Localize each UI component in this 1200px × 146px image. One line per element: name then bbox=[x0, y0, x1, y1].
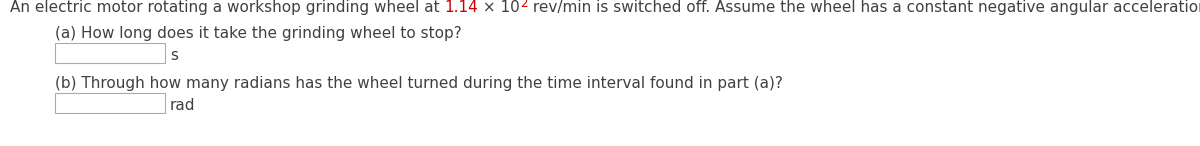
Bar bbox=[55, 43, 166, 63]
Text: (a) How long does it take the grinding wheel to stop?: (a) How long does it take the grinding w… bbox=[55, 26, 462, 41]
Text: s: s bbox=[170, 48, 178, 63]
Text: 1.14: 1.14 bbox=[444, 0, 479, 15]
Text: (b) Through how many radians has the wheel turned during the time interval found: (b) Through how many radians has the whe… bbox=[55, 76, 782, 91]
Text: × 10: × 10 bbox=[479, 0, 520, 15]
Text: An electric motor rotating a workshop grinding wheel at: An electric motor rotating a workshop gr… bbox=[10, 0, 444, 15]
Text: rev/min is switched off. Assume the wheel has a constant negative angular accele: rev/min is switched off. Assume the whee… bbox=[528, 0, 1200, 15]
Text: 2: 2 bbox=[520, 0, 528, 10]
Bar bbox=[55, 93, 166, 113]
Text: rad: rad bbox=[170, 98, 196, 113]
